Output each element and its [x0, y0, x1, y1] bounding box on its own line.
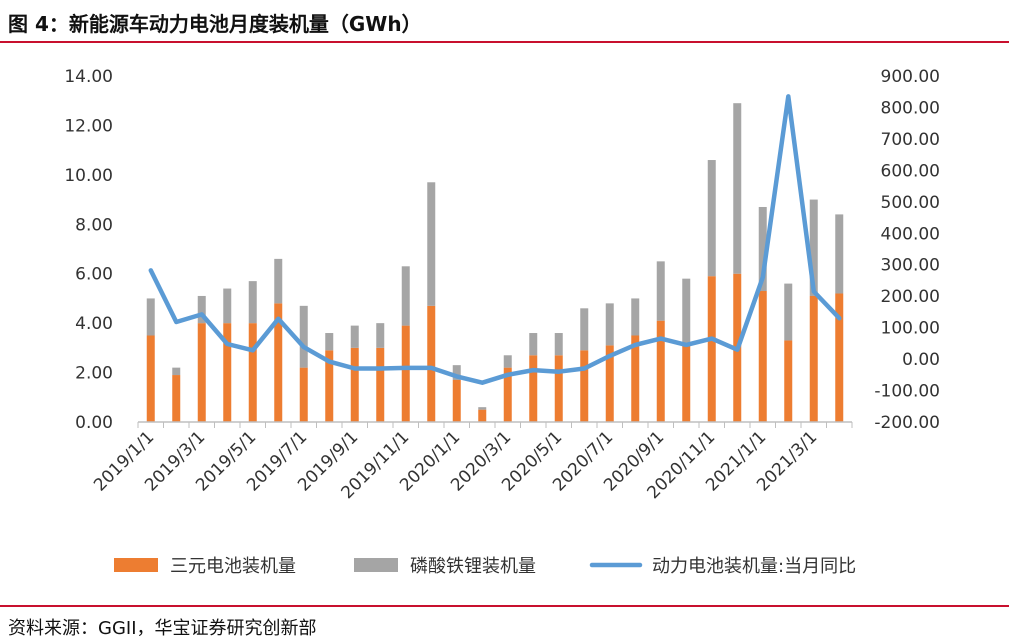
- bar-ternary: [631, 335, 640, 422]
- bar-lfp: [784, 283, 793, 341]
- bar-lfp: [554, 333, 563, 356]
- bar-lfp: [427, 182, 436, 306]
- legend-swatch: [114, 558, 158, 572]
- right-axis-tick-label: -100.00: [874, 382, 940, 402]
- bar-lfp: [248, 281, 257, 324]
- left-axis-tick-label: 14.00: [64, 67, 113, 87]
- right-axis-tick-label: 800.00: [881, 98, 940, 118]
- footer-divider: [0, 605, 1009, 607]
- bar-ternary: [605, 345, 614, 422]
- bar-lfp: [707, 160, 716, 277]
- bar-lfp: [835, 214, 844, 294]
- bar-ternary: [146, 335, 155, 422]
- axes-layer: 0.00 2.00 4.00 6.00 8.00 10.00 12.00 14.00 -200.…: [64, 67, 940, 503]
- bar-lfp: [682, 278, 691, 343]
- bar-lfp: [146, 298, 155, 336]
- bar-lfp: [478, 407, 487, 410]
- legend-label: 磷酸铁锂装机量: [410, 556, 536, 577]
- bar-ternary: [223, 323, 232, 422]
- bar-ternary: [452, 379, 461, 422]
- bar-lfp: [758, 206, 767, 292]
- bar-ternary: [503, 367, 512, 422]
- bar-lfp: [274, 258, 283, 304]
- bar-ternary: [580, 350, 589, 422]
- bar-ternary: [376, 347, 385, 422]
- bar-lfp: [376, 323, 385, 348]
- source-note: 资料来源：GGII，华宝证券研究创新部: [8, 618, 317, 639]
- bar-ternary: [529, 355, 538, 422]
- bar-ternary: [758, 291, 767, 422]
- legend-label: 三元电池装机量: [170, 556, 296, 577]
- bar-lfp: [631, 298, 640, 336]
- bar-ternary: [784, 340, 793, 422]
- bar-lfp: [529, 333, 538, 356]
- right-axis-tick-label: 200.00: [881, 287, 940, 307]
- bar-ternary: [682, 342, 691, 422]
- line-layer: [148, 94, 842, 385]
- bar-lfp: [605, 303, 614, 346]
- bar-ternary: [172, 375, 181, 422]
- title-divider: [0, 41, 1009, 43]
- right-axis-tick-label: 900.00: [881, 67, 940, 87]
- right-axis-tick-label: 400.00: [881, 224, 940, 244]
- right-axis-tick-label: 500.00: [881, 193, 940, 213]
- bar-ternary: [809, 295, 818, 422]
- left-axis-tick-label: 8.00: [75, 215, 113, 235]
- bar-ternary: [427, 305, 436, 422]
- left-axis-tick-label: 12.00: [64, 116, 113, 136]
- bar-lfp: [350, 325, 359, 348]
- left-axis-tick-label: 0.00: [75, 413, 113, 433]
- bar-lfp: [325, 333, 334, 351]
- legend-swatch: [354, 558, 398, 572]
- bar-lfp: [809, 199, 818, 296]
- bar-ternary: [248, 323, 257, 422]
- bar-lfp: [452, 365, 461, 380]
- left-axis-tick-label: 6.00: [75, 265, 113, 285]
- bar-ternary: [478, 409, 487, 422]
- bar-ternary: [835, 293, 844, 422]
- legend: 三元电池装机量 磷酸铁锂装机量 动力电池装机量:当月同比: [114, 556, 856, 577]
- bar-lfp: [733, 103, 742, 274]
- bar-lfp: [223, 288, 232, 324]
- bar-lfp: [580, 308, 589, 351]
- chart-title: 图 4：新能源车动力电池月度装机量（GWh）: [8, 12, 422, 36]
- bar-ternary: [197, 323, 206, 422]
- bar-ternary: [274, 303, 283, 422]
- bar-ternary: [656, 320, 665, 422]
- right-axis-tick-label: 100.00: [881, 319, 940, 339]
- left-axis-tick-label: 10.00: [64, 166, 113, 186]
- bar-ternary: [707, 276, 716, 422]
- bar-ternary: [401, 325, 410, 422]
- bar-lfp: [299, 305, 308, 368]
- bar-ternary: [554, 355, 563, 422]
- right-axis-tick-label: 0.00: [902, 350, 940, 370]
- bar-lfp: [401, 266, 410, 326]
- right-axis-tick-label: 700.00: [881, 130, 940, 150]
- left-axis-tick-label: 4.00: [75, 314, 113, 334]
- right-axis-tick-label: -200.00: [874, 413, 940, 433]
- legend-label: 动力电池装机量:当月同比: [652, 556, 856, 577]
- bar-lfp: [503, 355, 512, 368]
- bar-ternary: [325, 350, 334, 422]
- bar-lfp: [656, 261, 665, 321]
- bar-ternary: [350, 347, 359, 422]
- yoy-growth-line: [148, 94, 842, 385]
- right-axis-tick-label: 300.00: [881, 256, 940, 276]
- bar-ternary: [299, 367, 308, 422]
- left-axis-tick-label: 2.00: [75, 364, 113, 384]
- bar-lfp: [172, 367, 181, 376]
- bar-lfp: [197, 295, 206, 324]
- right-axis-tick-label: 600.00: [881, 161, 940, 181]
- bar-layer: [146, 103, 844, 422]
